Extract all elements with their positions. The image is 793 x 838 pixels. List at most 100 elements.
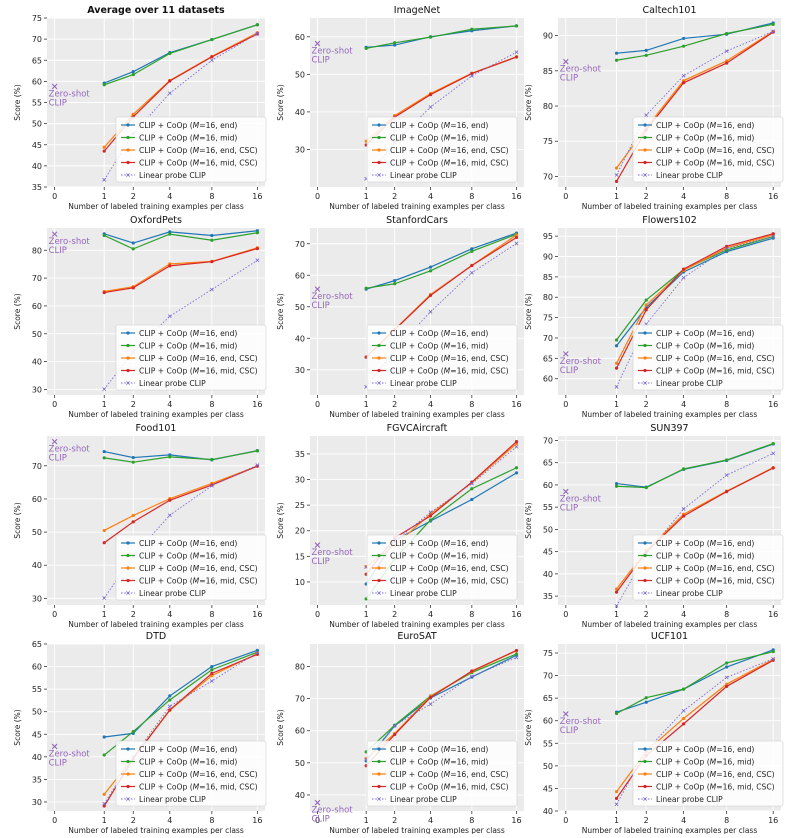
x-tick-label: 8 [724,610,729,619]
data-point-mid_csc [682,267,686,271]
y-tick-label: 30 [295,476,305,485]
data-point-mid [725,31,729,36]
data-point-mid [210,668,214,672]
data-point-linear [514,241,519,246]
y-tick-label: 35 [295,450,305,459]
legend-label-mid_csc: CLIP + CoOp (M=16, mid, CSC) [139,576,258,585]
x-axis-label: Number of labeled training examples per … [582,826,758,834]
y-tick-label: 30 [295,145,305,154]
y-tick-label: 50 [543,762,553,771]
legend-label-mid: CLIP + CoOp (M=16, mid) [390,133,488,142]
y-tick-label: 35 [32,183,42,192]
legend-marker [377,343,381,348]
data-point-end [614,51,619,55]
y-tick-label: 60 [295,271,305,280]
legend-marker [126,578,130,583]
y-axis-label: Score (%) [276,84,285,120]
x-tick-label: 4 [167,610,172,619]
legend-label-linear: Linear probe CLIP [390,379,457,388]
data-point-end [393,279,397,283]
data-point-end [470,247,474,251]
x-tick-label: 8 [209,192,214,201]
y-tick-label: 45 [543,548,553,557]
data-point-linear [771,234,776,239]
x-tick-label: 4 [428,816,433,825]
data-point-end [614,344,619,348]
legend-marker [377,148,381,152]
legend-marker [643,123,647,127]
data-point-mid [428,269,433,273]
y-tick-label: 45 [543,784,553,793]
data-point-mid_csc [168,498,172,502]
data-point-end [102,735,106,739]
legend-marker [126,343,130,348]
y-axis-label: Score (%) [13,502,22,538]
legend-label-mid_csc: CLIP + CoOp (M=16, mid, CSC) [390,576,509,585]
legend-label-mid: CLIP + CoOp (M=16, mid) [390,341,488,350]
data-point-end [644,48,648,52]
y-tick-label: 75 [543,137,553,146]
legend-marker [126,591,130,595]
x-tick-label: 4 [167,816,172,825]
x-tick-label: 2 [644,610,649,619]
y-tick-label: 70 [295,240,305,249]
data-point-mid [725,661,729,665]
x-tick-label: 1 [614,610,619,619]
data-point-linear [102,801,107,806]
data-point-mid [514,24,519,28]
data-point-end [614,481,619,486]
legend-box [632,534,784,601]
data-point-mid [644,298,648,302]
legend-label-end_csc: CLIP + CoOp (M=16, end, CSC) [139,146,258,155]
data-point-linear [102,387,107,392]
x-tick-label: 1 [614,192,619,201]
legend-box [115,534,267,601]
x-tick-label: 0 [52,610,57,619]
legend-label-end: CLIP + CoOp (M=16, end) [390,539,488,548]
x-tick-label: 1 [614,400,619,409]
y-tick-label: 90 [543,253,553,262]
legend: CLIP + CoOp (M=16, end) CLIP + CoOp (M=16… [632,740,784,807]
data-point-end_csc [725,682,729,686]
legend-marker [377,784,381,789]
legend-marker [643,173,647,177]
data-point-mid [131,73,135,77]
x-tick-label: 0 [563,816,568,825]
legend-box [115,324,267,391]
data-point-mid_csc [614,796,619,800]
data-point-mid_csc [168,79,172,83]
data-point-end_csc [102,792,106,796]
legend: CLIP + CoOp (M=16, end) CLIP + CoOp (M=16… [632,116,784,183]
legend-label-end: CLIP + CoOp (M=16, end) [390,329,488,338]
x-tick-label: 2 [131,192,136,201]
zero-shot-point [314,542,321,548]
zero-shot-point [563,58,569,65]
legend-marker [126,553,130,558]
x-axis-label: Number of labeled training examples per … [582,202,758,211]
data-point-mid_csc [514,648,519,653]
x-tick-label: 4 [681,400,686,409]
data-point-linear [724,246,729,251]
zero-shot-label: CLIP [311,56,329,66]
x-tick-label: 8 [724,816,729,825]
x-tick-label: 16 [511,816,521,825]
legend-label-end: CLIP + CoOp (M=16, end) [656,539,754,548]
data-point-linear [209,679,214,683]
x-tick-label: 0 [315,192,320,201]
legend-label-mid: CLIP + CoOp (M=16, mid) [390,551,488,560]
y-tick-label: 50 [32,120,42,129]
y-tick-label: 40 [543,807,553,816]
chart-title: StanfordCars [386,215,448,226]
panel-flowers102: 60 65 70 75 80 85 90 95 0 1 2 4 8 16 Flowers102 Number … [524,215,784,419]
zero-shot-point [314,799,321,806]
data-point-mid [210,457,214,462]
y-tick-label: 85 [543,273,553,282]
legend-label-mid_csc: CLIP + CoOp (M=16, mid, CSC) [139,158,258,167]
legend: CLIP + CoOp (M=16, end) CLIP + CoOp (M=16… [366,324,518,391]
legend-label-end_csc: CLIP + CoOp (M=16, end, CSC) [656,564,775,573]
data-point-end_csc [131,513,135,518]
legend-marker [126,381,130,385]
legend-label-end_csc: CLIP + CoOp (M=16, end, CSC) [656,146,775,155]
x-tick-label: 4 [681,816,686,825]
y-tick-label: 50 [295,303,305,312]
